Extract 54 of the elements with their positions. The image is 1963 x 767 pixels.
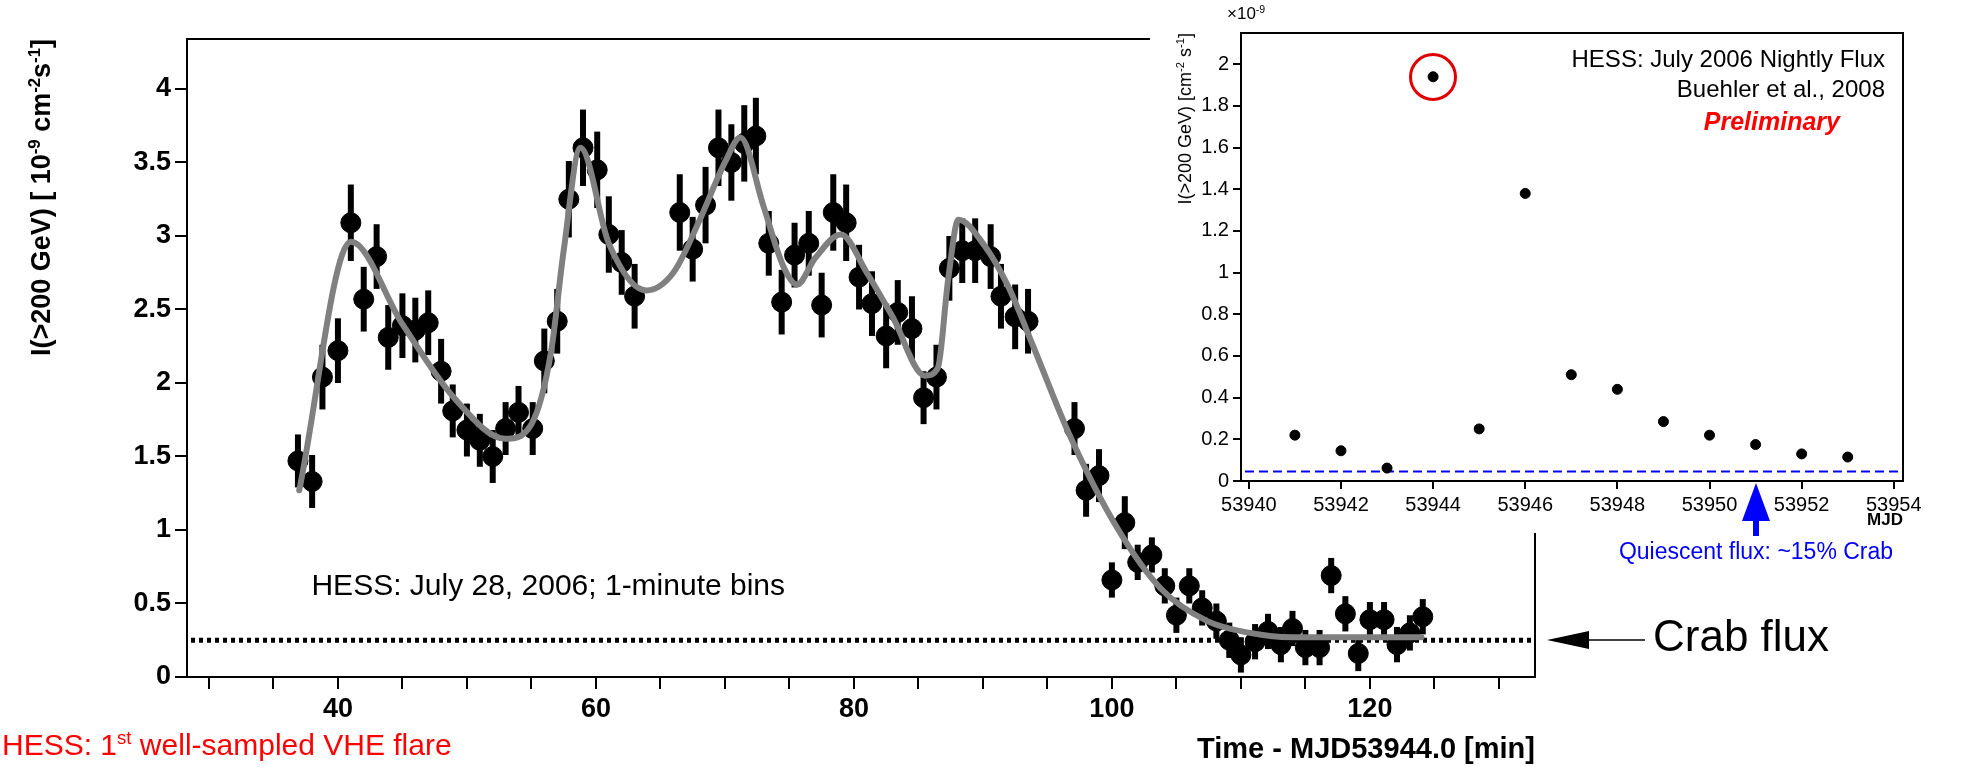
point <box>1704 429 1716 441</box>
y-tick-label: 3.5 <box>133 145 171 176</box>
y-tick-label: 0 <box>1217 468 1229 491</box>
annotation: HESS: July 28, 2006; 1-minute bins <box>311 568 786 602</box>
point <box>1565 369 1577 381</box>
point <box>1335 445 1347 457</box>
y-tick-label: 0.6 <box>1201 343 1229 366</box>
text: HESS: 1$^{st}$ well-sampled VHE flare <box>2 726 452 761</box>
point <box>1657 416 1669 428</box>
y-tick-label: 2 <box>1217 51 1229 74</box>
y-tick-label: 1.6 <box>1201 135 1229 158</box>
point <box>1842 451 1854 463</box>
annotation: Preliminary <box>1703 107 1840 135</box>
y-tick-label: 2 <box>155 366 171 397</box>
y-tick-label: 0.8 <box>1201 301 1229 324</box>
point <box>1611 383 1623 395</box>
y-tick-label: 0 <box>155 660 171 691</box>
annotation: HESS: July 2006 Nightly Flux <box>1571 45 1885 72</box>
y-tick-label: 1.5 <box>133 439 171 470</box>
x-tick-label: 53948 <box>1589 492 1646 515</box>
text: Quiescent flux: ~15% Crab <box>1618 538 1894 564</box>
x-tick-label: 80 <box>838 692 869 723</box>
y-tick-label: 2.5 <box>133 292 171 323</box>
text: ×10$^{-9}$ <box>1227 2 1266 23</box>
y-tick-label: 1.2 <box>1201 218 1229 241</box>
point <box>1750 439 1762 451</box>
point <box>1289 429 1301 441</box>
y-tick-label: 3 <box>155 219 171 250</box>
y-tick-label: 0.5 <box>133 586 171 617</box>
y-tick-label: 0.4 <box>1201 385 1229 408</box>
x-tick-label: 60 <box>580 692 611 723</box>
y-tick-label: 0.2 <box>1201 426 1229 449</box>
point <box>1796 448 1808 460</box>
x-tick-label: 53946 <box>1497 492 1554 515</box>
y-tick-label: 1 <box>155 513 171 544</box>
x-tick-label: 40 <box>322 692 353 723</box>
y-tick-label: 1.8 <box>1201 93 1229 116</box>
point <box>1473 423 1485 435</box>
y-tick-label: 4 <box>155 72 171 103</box>
x-axis-title: MJD <box>1867 510 1903 530</box>
x-tick-label: 53950 <box>1681 492 1738 515</box>
ref-line-label: Crab flux <box>1653 611 1830 661</box>
point <box>1519 187 1531 199</box>
x-tick-label: 53942 <box>1313 492 1369 515</box>
point <box>1381 462 1393 474</box>
y-tick-label: 1.4 <box>1201 176 1229 199</box>
x-tick-label: 53952 <box>1773 492 1830 515</box>
annotation: Buehler et al., 2008 <box>1676 75 1885 102</box>
x-tick-label: 53944 <box>1405 492 1461 515</box>
x-tick-label: 53940 <box>1221 492 1277 515</box>
x-axis-title: Time - MJD53944.0 [min] <box>1197 731 1535 764</box>
x-tick-label: 120 <box>1347 692 1393 723</box>
x-tick-label: 100 <box>1089 692 1135 723</box>
y-tick-label: 1 <box>1217 260 1229 283</box>
